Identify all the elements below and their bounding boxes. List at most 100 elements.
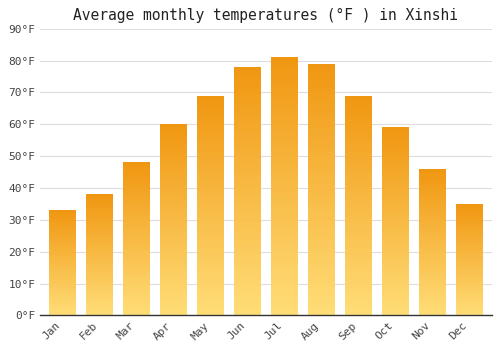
Bar — [86, 217, 113, 218]
Bar — [345, 269, 372, 272]
Title: Average monthly temperatures (°F ) in Xinshi: Average monthly temperatures (°F ) in Xi… — [74, 8, 458, 23]
Bar — [49, 290, 76, 292]
Bar — [123, 239, 150, 241]
Bar — [345, 197, 372, 200]
Bar — [308, 265, 335, 268]
Bar — [271, 177, 298, 180]
Bar — [419, 218, 446, 220]
Bar — [456, 205, 483, 207]
Bar — [197, 263, 224, 266]
Bar — [197, 118, 224, 120]
Bar — [456, 204, 483, 205]
Bar — [234, 238, 260, 241]
Bar — [86, 216, 113, 217]
Bar — [456, 215, 483, 216]
Bar — [271, 77, 298, 80]
Bar — [49, 258, 76, 259]
Bar — [382, 193, 409, 196]
Bar — [271, 312, 298, 315]
Bar — [197, 153, 224, 156]
Bar — [234, 272, 260, 275]
Bar — [456, 254, 483, 256]
Bar — [456, 236, 483, 237]
Bar — [345, 175, 372, 178]
Bar — [308, 142, 335, 146]
Bar — [123, 270, 150, 272]
Bar — [308, 303, 335, 306]
Bar — [456, 243, 483, 244]
Bar — [456, 296, 483, 297]
Bar — [86, 220, 113, 222]
Bar — [308, 146, 335, 149]
Bar — [308, 152, 335, 155]
Bar — [160, 313, 186, 315]
Bar — [197, 137, 224, 140]
Bar — [123, 201, 150, 203]
Bar — [123, 170, 150, 172]
Bar — [49, 239, 76, 240]
Bar — [49, 301, 76, 302]
Bar — [234, 210, 260, 213]
Bar — [419, 231, 446, 233]
Bar — [271, 203, 298, 206]
Bar — [160, 296, 186, 299]
Bar — [456, 237, 483, 239]
Bar — [345, 230, 372, 233]
Bar — [86, 218, 113, 220]
Bar — [123, 293, 150, 294]
Bar — [123, 300, 150, 302]
Bar — [419, 257, 446, 259]
Bar — [345, 310, 372, 313]
Bar — [308, 174, 335, 177]
Bar — [123, 220, 150, 222]
Bar — [308, 259, 335, 262]
Bar — [49, 221, 76, 222]
Bar — [160, 146, 186, 148]
Bar — [160, 170, 186, 172]
Bar — [271, 309, 298, 312]
Bar — [49, 271, 76, 272]
Bar — [86, 238, 113, 240]
Bar — [271, 190, 298, 193]
Bar — [382, 240, 409, 243]
Bar — [456, 274, 483, 275]
Bar — [345, 107, 372, 109]
Bar — [308, 227, 335, 230]
Bar — [382, 210, 409, 212]
Bar — [345, 211, 372, 214]
Bar — [234, 303, 260, 306]
Bar — [49, 238, 76, 239]
Bar — [86, 214, 113, 216]
Bar — [308, 168, 335, 171]
Bar — [456, 271, 483, 272]
Bar — [271, 222, 298, 225]
Bar — [456, 306, 483, 307]
Bar — [456, 225, 483, 226]
Bar — [271, 296, 298, 299]
Bar — [345, 263, 372, 266]
Bar — [123, 164, 150, 166]
Bar — [197, 219, 224, 222]
Bar — [456, 268, 483, 270]
Bar — [382, 212, 409, 215]
Bar — [419, 189, 446, 191]
Bar — [234, 219, 260, 222]
Bar — [123, 298, 150, 300]
Bar — [345, 293, 372, 296]
Bar — [271, 154, 298, 158]
Bar — [123, 182, 150, 183]
Bar — [49, 273, 76, 275]
Bar — [419, 187, 446, 189]
Bar — [345, 302, 372, 304]
Bar — [49, 292, 76, 293]
Bar — [308, 95, 335, 98]
Bar — [49, 242, 76, 243]
Bar — [160, 205, 186, 208]
Bar — [382, 144, 409, 146]
Bar — [49, 313, 76, 314]
Bar — [308, 120, 335, 124]
Bar — [456, 256, 483, 257]
Bar — [271, 122, 298, 125]
Bar — [271, 215, 298, 219]
Bar — [382, 236, 409, 238]
